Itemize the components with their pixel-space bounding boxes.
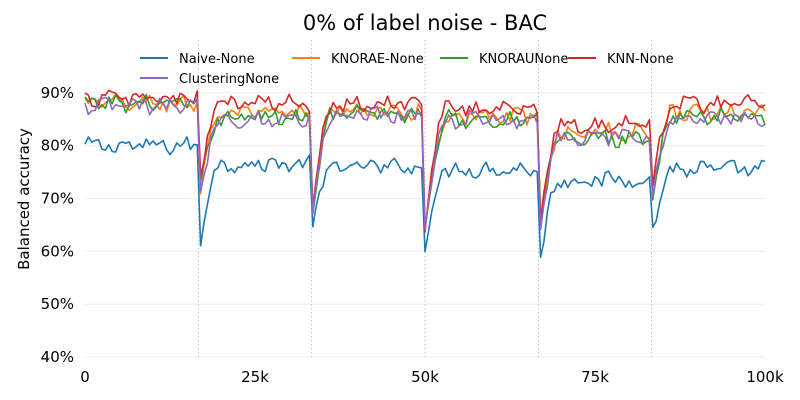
drift-markers (197, 40, 653, 357)
x-ticks: 0 25k 50k 75k 100k (80, 368, 784, 386)
y-axis-label: Balanced accuracy (15, 128, 33, 270)
y-tick-label-3: 70% (41, 190, 74, 208)
series-line-ClusteringNone (84, 96, 766, 231)
series-lines (84, 89, 766, 259)
legend: Naive-None KNORAE-None KNORAUNone KNN-None C… (140, 52, 674, 87)
y-tick-label-5: 90% (41, 84, 74, 102)
chart-title: 0% of label noise - BAC (303, 11, 547, 35)
legend-label-3: KNN-None (607, 52, 674, 67)
x-tick-label-4: 100k (746, 368, 784, 386)
legend-label-4: ClusteringNone (179, 72, 279, 87)
series-line-Naive-None (84, 136, 766, 259)
x-tick-label-2: 50k (411, 368, 439, 386)
x-tick-label-3: 75k (581, 368, 609, 386)
legend-label-1: KNORAE-None (331, 52, 424, 67)
y-tick-label-1: 50% (41, 295, 74, 313)
y-tick-label-2: 60% (41, 242, 74, 260)
legend-label-0: Naive-None (179, 52, 255, 67)
y-tick-label-0: 40% (41, 348, 74, 366)
x-tick-label-1: 25k (241, 368, 269, 386)
x-tick-label-0: 0 (80, 368, 90, 386)
y-ticks: 40% 50% 60% 70% 80% 90% (41, 84, 74, 366)
y-tick-label-4: 80% (41, 137, 74, 155)
legend-label-2: KNORAUNone (479, 52, 568, 67)
